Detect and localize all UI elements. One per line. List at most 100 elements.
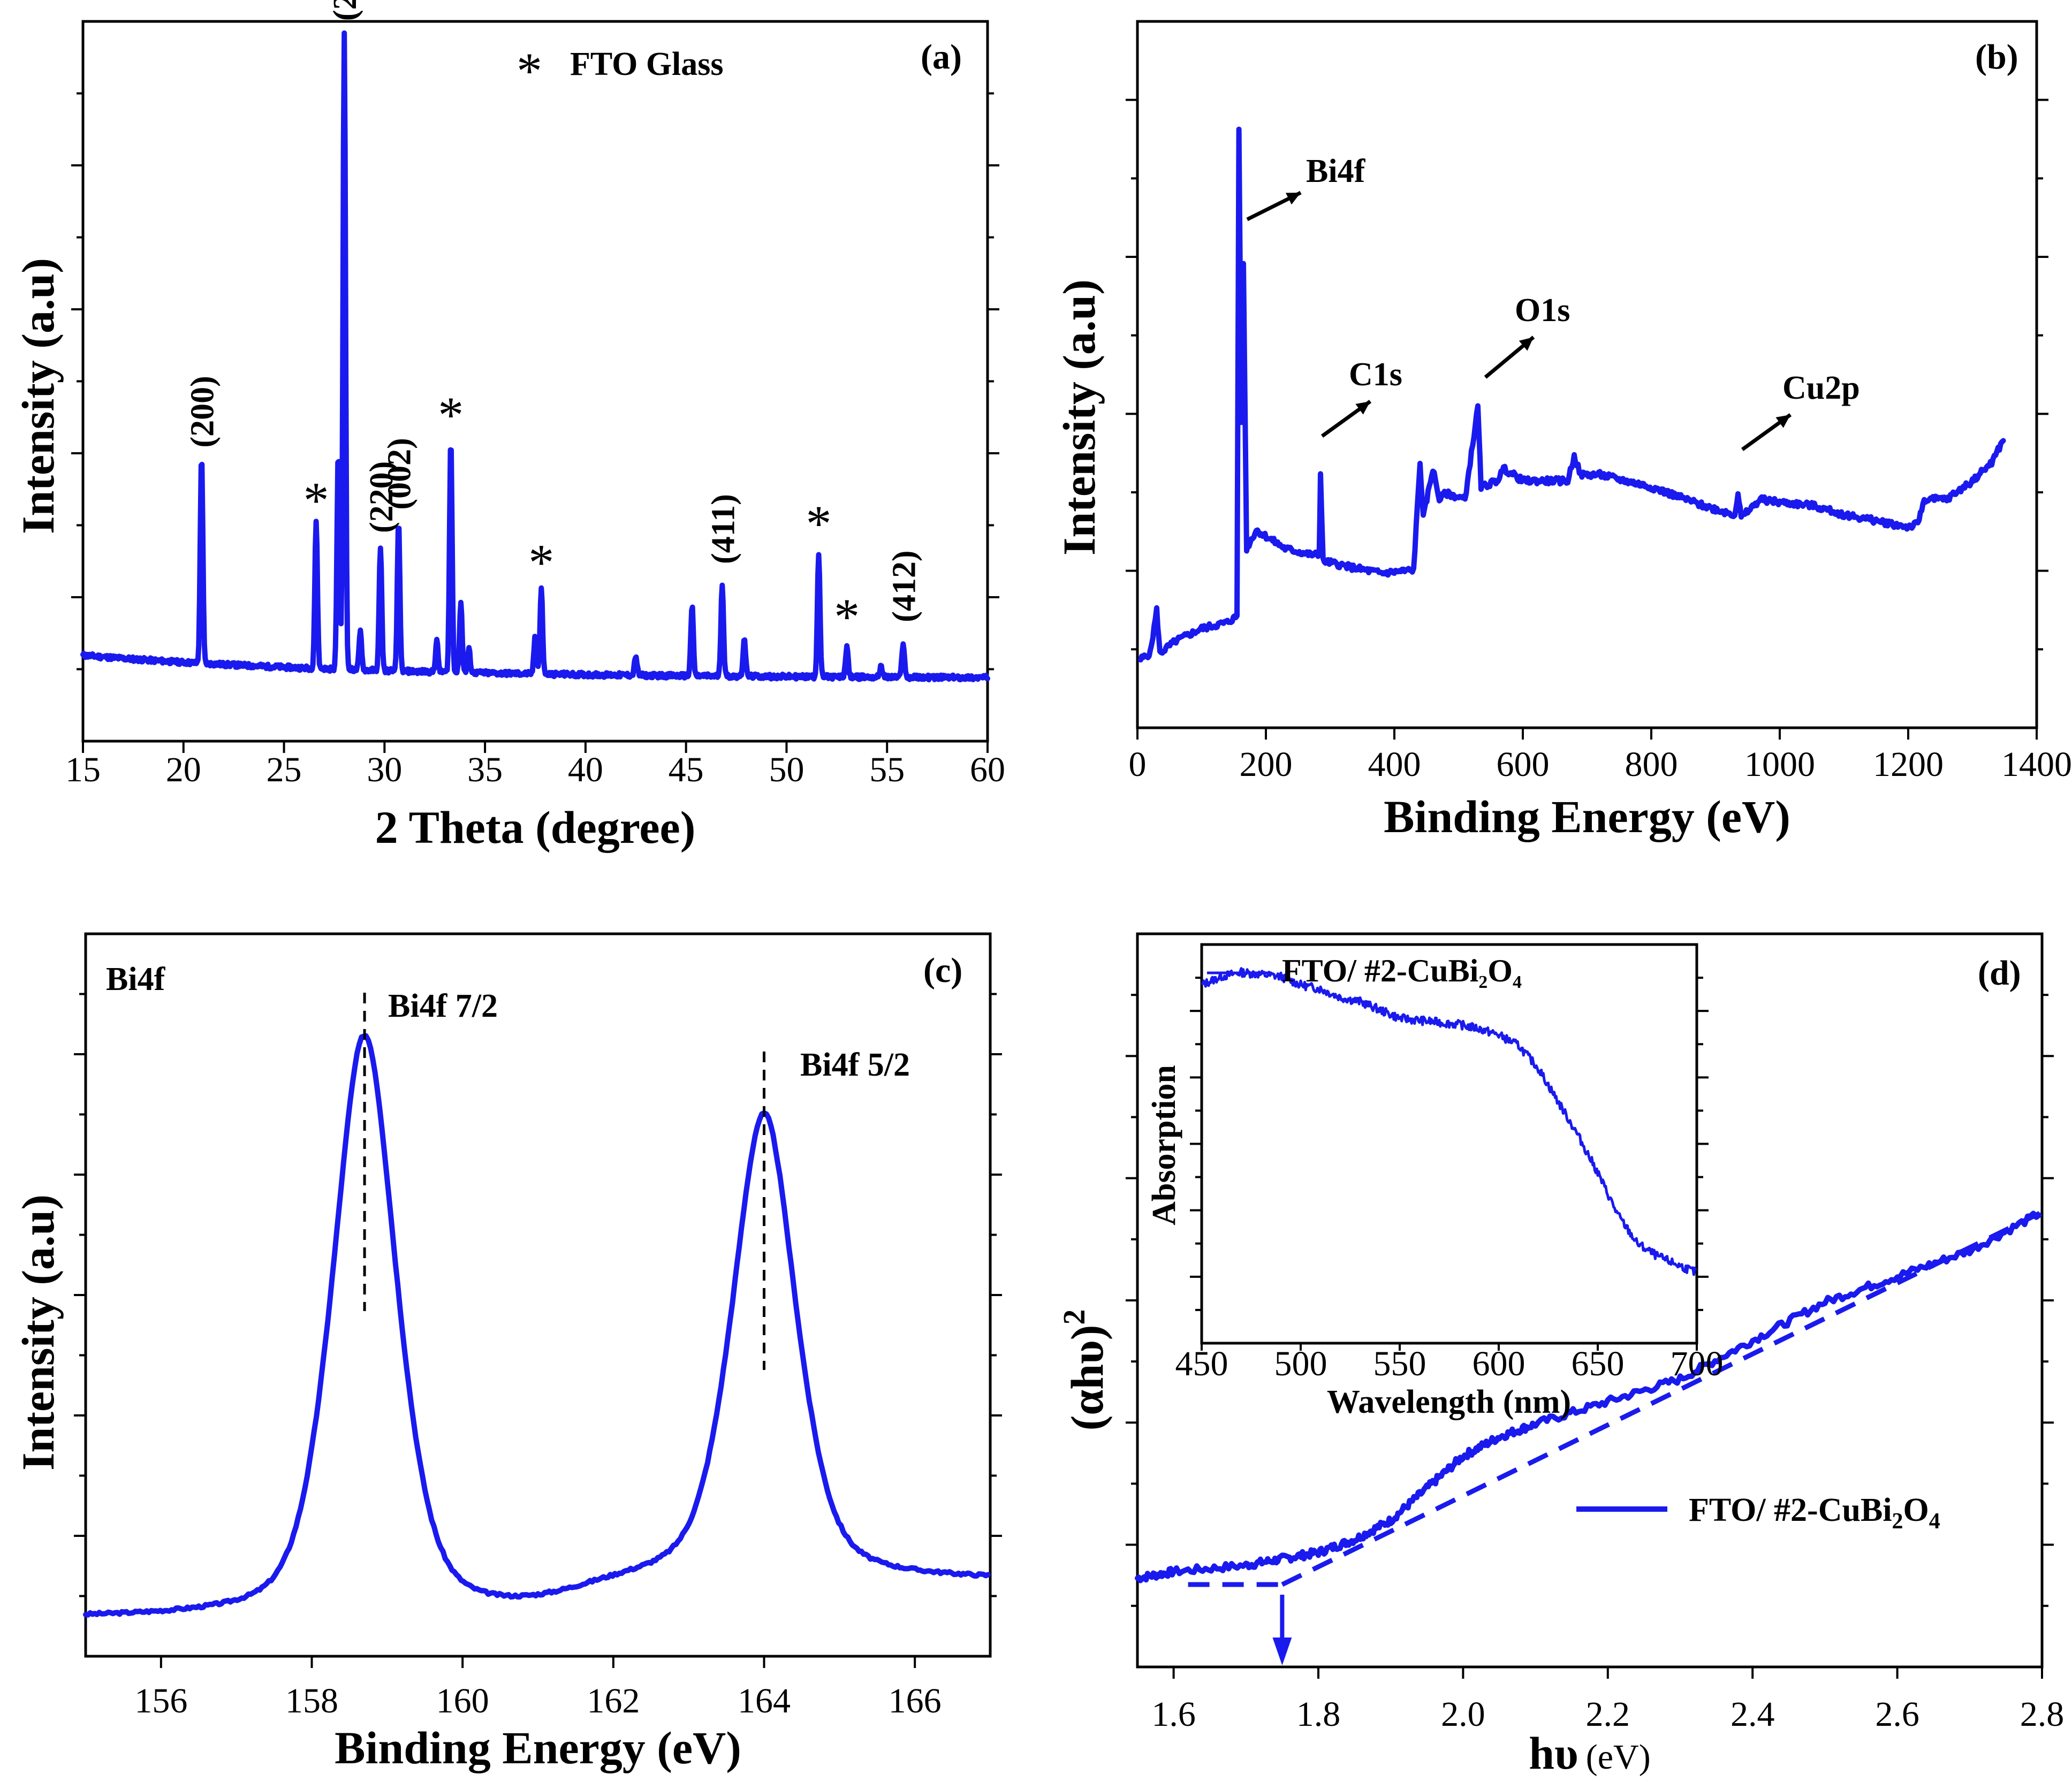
inset-d: 450 500 550 600 650 700 FTO/ #2-CuBi2O4 Wavel… (1146, 943, 1724, 1420)
panel-d: 1.6 1.8 2.0 2.2 2.4 2.6 2.8 (d) FTO/ #2-CuBi2O… (1057, 932, 2064, 1779)
inset-y-ticks (1190, 977, 1709, 1311)
x-tick-label: 500 (1274, 1344, 1327, 1383)
x-tick-label: 160 (436, 1681, 489, 1720)
x-tick-label: 162 (587, 1681, 640, 1720)
fto-star: * (528, 534, 554, 591)
x-ticks-d: 1.6 1.8 2.0 2.2 2.4 2.6 2.8 (1151, 1667, 2064, 1734)
annotation-label: C1s (1349, 356, 1402, 393)
x-axis-title-c: Binding Energy (eV) (335, 1722, 741, 1773)
x-ticks-c: 156 158 160 162 164 166 (134, 1656, 942, 1720)
x-tick-label: 1000 (1744, 745, 1815, 784)
inset-frame (1200, 943, 1698, 1345)
x-tick-label: 650 (1572, 1344, 1625, 1383)
peak-label: (411) (705, 494, 741, 564)
legend-marker-a: * (517, 42, 542, 100)
fto-star: * (834, 588, 860, 645)
y-ticks-d (1126, 994, 2054, 1607)
x-tick-label: 156 (134, 1681, 187, 1720)
peak-label: (200) (185, 376, 221, 447)
x-tick-label: 20 (166, 750, 201, 789)
inset-legend-prefix: FTO/ #2-CuBi (1282, 953, 1478, 988)
inset-x-axis-title: Wavelength (nm) (1327, 1384, 1571, 1420)
legend-d-prefix: FTO/ #2-CuBi (1689, 1492, 1892, 1528)
peak-label: (002) (382, 438, 418, 509)
y-ticks-c (74, 993, 1002, 1597)
panel-title-c: Bi4f (106, 961, 166, 997)
annotation-label: Cu2p (1782, 370, 1860, 406)
x-tick-label: 45 (669, 750, 704, 789)
fto-star: * (303, 472, 329, 529)
inset-x-ticks: 450 500 550 600 650 700 (1175, 1343, 1724, 1383)
fto-star: * (806, 495, 832, 552)
inset-legend-mid: O (1487, 953, 1513, 988)
x-tick-label: 166 (889, 1681, 942, 1720)
y-axis-title-b: Intensity (a.u) (1053, 279, 1105, 555)
x-tick-label: 158 (285, 1681, 338, 1720)
xps-annotations: Bi4f C1s O1s Cu2p (1246, 153, 1860, 451)
y-axis-title-a: Intensity (a.u) (12, 258, 64, 534)
x-ticks-a: 15 20 25 30 35 40 45 50 55 60 (65, 741, 1005, 789)
peak-label: (412) (886, 550, 922, 622)
x-tick-label: 1.6 (1151, 1695, 1196, 1734)
x-tick-label: 0 (1129, 745, 1147, 784)
panel-b: 0 200 400 600 800 1000 1200 1400 Bi4f C1s O1s Cu2p… (1053, 20, 2072, 842)
panel-label-a: (a) (921, 37, 962, 77)
legend-label-d: FTO/ #2-CuBi2O4 (1689, 1492, 1940, 1534)
peak-label-bi4f-72: Bi4f 7/2 (388, 988, 498, 1024)
x-tick-label: 2.4 (1731, 1695, 1775, 1734)
x-tick-label: 1.8 (1296, 1695, 1341, 1734)
linear-fit-line (1281, 1209, 2043, 1587)
panel-c: 156 158 160 162 164 166 Bi4f 7/2 Bi4f 5/2 Bi4… (12, 932, 1002, 1773)
x-tick-label: 600 (1473, 1344, 1525, 1383)
peak-label: (220) (363, 461, 400, 533)
y-axis-title-d-main: (αhυ) (1061, 1325, 1113, 1431)
x-tick-label: 700 (1671, 1344, 1724, 1383)
legend-d-sub1: 2 (1892, 1509, 1903, 1534)
x-tick-label: 60 (970, 750, 1005, 789)
annotation-label: O1s (1515, 292, 1570, 329)
x-tick-label: 600 (1497, 745, 1550, 784)
panel-label-b: (b) (1975, 37, 2018, 77)
x-axis-title-d-main: hυ (1529, 1727, 1578, 1779)
x-tick-label: 2.8 (2020, 1695, 2065, 1734)
legend-d-mid: O (1903, 1492, 1929, 1528)
x-tick-label: 400 (1368, 745, 1421, 784)
x-tick-label: 2.6 (1875, 1695, 1919, 1734)
x-tick-label: 550 (1373, 1344, 1426, 1383)
peak-label: (211) (327, 0, 363, 21)
y-axis-title-d: (αhυ)2 (1057, 1309, 1113, 1431)
legend-label-a: FTO Glass (570, 46, 724, 82)
x-axis-title-a: 2 Theta (degree) (375, 802, 696, 853)
x-tick-label: 450 (1175, 1344, 1228, 1383)
x-tick-label: 25 (267, 750, 302, 789)
annotation-arrowhead (1355, 401, 1370, 415)
x-tick-label: 800 (1625, 745, 1678, 784)
band-gap-arrowhead (1272, 1638, 1292, 1665)
inset-legend-label: FTO/ #2-CuBi2O4 (1282, 953, 1522, 992)
panel-a: 15 20 25 30 35 40 45 50 55 60 (200) (211) (220)(002… (12, 0, 1005, 853)
inset-y-axis-title: Absorption (1146, 1065, 1182, 1225)
x-tick-label: 35 (467, 750, 503, 789)
x-axis-title-d-unit: (eV) (1586, 1738, 1651, 1777)
x-tick-label: 15 (65, 750, 101, 789)
x-axis-title-b: Binding Energy (eV) (1384, 791, 1790, 842)
x-tick-label: 2.0 (1441, 1695, 1485, 1734)
x-tick-label: 30 (367, 750, 402, 789)
annotation-arrowhead (1286, 193, 1301, 205)
y-ticks-a (71, 92, 999, 671)
x-tick-label: 55 (869, 750, 905, 789)
peak-label-bi4f-52: Bi4f 5/2 (800, 1047, 910, 1083)
x-axis-title-d: hυ (eV) (1529, 1727, 1650, 1779)
y-axis-title-d-sup: 2 (1057, 1309, 1091, 1325)
inset-absorption-curve (1201, 967, 1697, 1276)
annotation-arrowhead (1519, 337, 1534, 351)
x-tick-label: 1400 (2001, 745, 2072, 784)
xrd-pattern-curve (80, 30, 990, 683)
x-tick-label: 200 (1240, 745, 1293, 784)
x-tick-label: 1200 (1873, 745, 1944, 784)
annotation-arrowhead (1775, 415, 1790, 428)
inset-legend-sub1: 2 (1478, 972, 1487, 992)
y-axis-title-c: Intensity (a.u) (12, 1194, 64, 1471)
x-tick-label: 164 (738, 1681, 791, 1720)
